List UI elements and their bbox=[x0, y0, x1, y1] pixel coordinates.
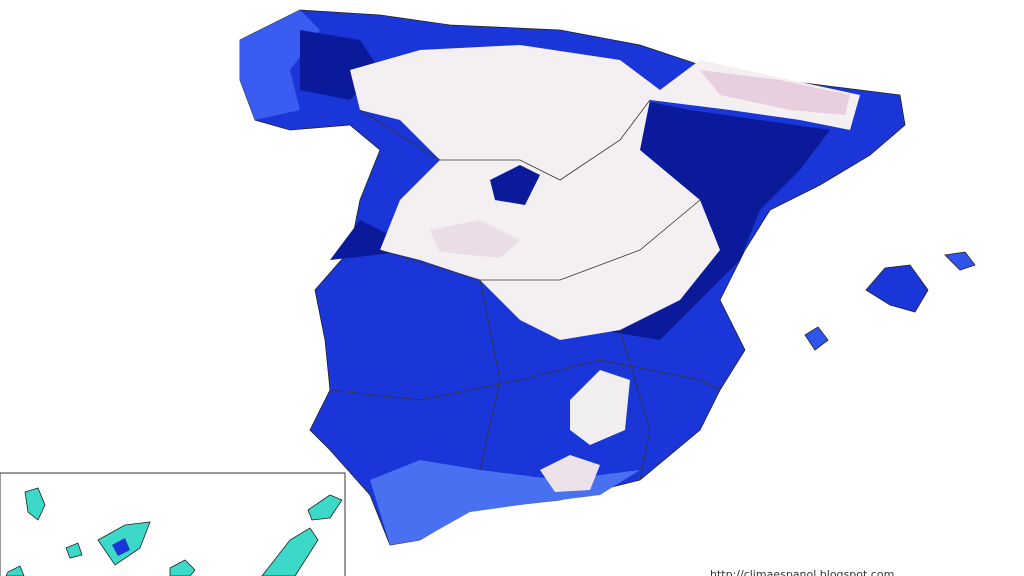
hierro bbox=[5, 565, 25, 576]
central-pink bbox=[430, 220, 520, 258]
gran-canaria bbox=[169, 559, 196, 576]
region-border bbox=[619, 329, 651, 481]
dark-blue-belt bbox=[330, 100, 830, 340]
fuerteventura bbox=[261, 527, 319, 576]
region-border bbox=[479, 279, 501, 471]
lanzarote bbox=[307, 494, 343, 521]
region-border bbox=[329, 359, 721, 401]
region-border bbox=[379, 199, 701, 281]
gomera bbox=[65, 542, 83, 559]
mallorca bbox=[865, 264, 929, 313]
interior-blue-patch bbox=[490, 165, 540, 205]
region-border bbox=[359, 99, 651, 181]
southeast-white bbox=[570, 370, 630, 445]
sierra-nevada-white bbox=[540, 455, 600, 492]
tenerife-peak bbox=[112, 538, 130, 556]
la-palma bbox=[24, 487, 46, 521]
credit: http://climaespanol.blogspot.com bbox=[710, 568, 894, 576]
pyrenees-pink bbox=[700, 70, 850, 115]
interior-white bbox=[350, 45, 860, 340]
menorca bbox=[944, 251, 976, 271]
ibiza bbox=[804, 326, 829, 351]
